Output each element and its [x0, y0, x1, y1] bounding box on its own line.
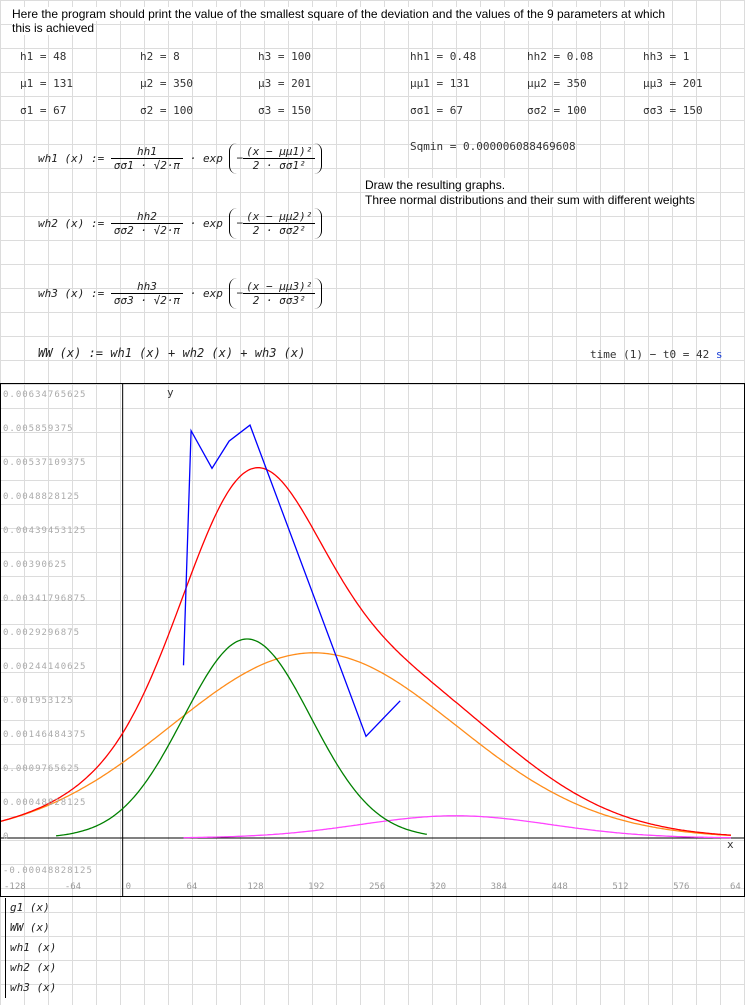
x-axis-label: x — [727, 838, 734, 851]
def-wh1-num: hh1 — [110, 145, 184, 159]
x-tick-label: 64 — [186, 882, 198, 892]
x-tick-label: 0 — [125, 882, 132, 892]
def-wh1[interactable]: wh1 (x) := hh1 σσ1 · √2·π · exp − (x − µµ1… — [38, 143, 323, 187]
y-tick-label: 0.0029296875 — [3, 628, 81, 638]
param-h3: h3 = 100 — [258, 50, 311, 63]
x-tick-label: 320 — [429, 882, 447, 892]
x-tick-label: 128 — [247, 882, 264, 892]
x-tick-label: 64 — [730, 882, 741, 892]
legend-item-wh2[interactable]: wh2 (x) — [10, 961, 57, 974]
def-wh1-exp: · exp — [189, 152, 223, 165]
y-axis-label: y — [167, 386, 174, 399]
param-sigsig3: σσ3 = 150 — [643, 104, 703, 117]
intro-line-2: this is achieved — [12, 21, 95, 35]
def-wh3-exp: · exp — [189, 287, 223, 300]
plot-canvas — [0, 384, 744, 896]
def-wh2-num: hh2 — [110, 210, 184, 224]
def-wh3-enum: (x − µµ3)² — [243, 280, 316, 294]
param-mu1: µ1 = 131 — [20, 77, 73, 90]
param-h2: h2 = 8 — [140, 50, 180, 63]
param-mumu1: µµ1 = 131 — [410, 77, 470, 90]
series-g1x-line — [182, 424, 401, 738]
plot-region[interactable]: 0.00634765625 0.005859375 0.00537109375 0.0… — [0, 383, 745, 897]
def-ww[interactable]: WW (x) := wh1 (x) + wh2 (x) + wh3 (x) — [38, 346, 306, 360]
def-wh3-den: σσ3 · √2·π — [113, 294, 181, 307]
series-wh3x-line — [0, 652, 732, 837]
x-tick-label: 256 — [369, 882, 386, 892]
def-wh3-lhs: wh3 (x) := — [38, 287, 105, 300]
def-wh3-num: hh3 — [110, 280, 184, 294]
legend-item-wh3[interactable]: wh3 (x) — [10, 981, 57, 994]
def-wh1-eden: 2 · σσ1² — [252, 159, 306, 172]
def-wh2-exp: · exp — [189, 217, 223, 230]
y-tick-label: 0.00048828125 — [3, 798, 87, 808]
legend-item-g1[interactable]: g1 (x) — [10, 901, 50, 914]
param-sigma3: σ3 = 150 — [258, 104, 311, 117]
note-line-2: Three normal distributions and their sum… — [365, 193, 695, 207]
note-line-1: Draw the resulting graphs. — [365, 178, 506, 192]
y-tick-label: 0.00634765625 — [3, 390, 87, 400]
legend-item-wh1[interactable]: wh1 (x) — [10, 941, 57, 954]
def-wh1-lhs: wh1 (x) := — [38, 152, 105, 165]
series-wh2x-line — [183, 815, 732, 839]
param-mu3: µ3 = 201 — [258, 77, 311, 90]
param-hh3: hh3 = 1 — [643, 50, 690, 63]
time-unit: s — [715, 348, 723, 361]
y-tick-label: 0.00341796875 — [3, 594, 87, 604]
series-wwx-line — [0, 467, 732, 836]
param-h1: h1 = 48 — [20, 50, 67, 63]
y-tick-label: 0.005859375 — [3, 424, 74, 434]
x-tick-label: -64 — [64, 882, 82, 892]
x-tick-label: 512 — [612, 882, 629, 892]
y-tick-label: 0 — [3, 832, 10, 842]
series-wh1x-line — [56, 638, 427, 837]
y-tick-label: 0.00439453125 — [3, 526, 87, 536]
param-mumu3: µµ3 = 201 — [643, 77, 703, 90]
def-wh2-eden: 2 · σσ2² — [252, 224, 306, 237]
x-tick-label: 576 — [673, 882, 690, 892]
def-wh1-den: σσ1 · √2·π — [113, 159, 181, 172]
y-tick-label: 0.0009765625 — [3, 764, 81, 774]
y-tick-label: 0.00390625 — [3, 560, 68, 570]
param-hh2: hh2 = 0.08 — [527, 50, 594, 63]
y-tick-label: 0.00146484375 — [3, 730, 87, 740]
intro-line-1: Here the program should print the value … — [12, 7, 666, 21]
def-wh2-den: σσ2 · √2·π — [113, 224, 181, 237]
param-mumu2: µµ2 = 350 — [527, 77, 587, 90]
param-sigma2: σ2 = 100 — [140, 104, 193, 117]
param-sigsig2: σσ2 = 100 — [527, 104, 587, 117]
def-wh3[interactable]: wh3 (x) := hh3 σσ3 · √2·π · exp − (x − µµ3… — [38, 278, 323, 322]
x-tick-label: 384 — [490, 882, 507, 892]
param-mu2: µ2 = 350 — [140, 77, 193, 90]
trace-legend[interactable]: g1 (x) WW (x) wh1 (x) wh2 (x) wh3 (x) — [5, 898, 56, 998]
def-wh3-eden: 2 · σσ3² — [252, 294, 306, 307]
def-wh1-enum: (x − µµ1)² — [243, 145, 316, 159]
param-sigsig1: σσ1 = 67 — [410, 104, 463, 117]
def-wh2[interactable]: wh2 (x) := hh2 σσ2 · √2·π · exp − (x − µµ2… — [38, 208, 323, 252]
x-tick-label: -128 — [4, 882, 26, 892]
y-tick-label: 0.001953125 — [3, 696, 74, 706]
legend-item-ww[interactable]: WW (x) — [10, 921, 50, 934]
time-readout: time (1) − t0 = 42 s — [590, 348, 722, 361]
def-wh2-enum: (x − µµ2)² — [243, 210, 316, 224]
x-tick-label: 448 — [551, 882, 568, 892]
sqmin-result: Sqmin = 0.000006088469608 — [410, 140, 576, 153]
y-tick-label: -0.00048828125 — [3, 866, 93, 876]
param-hh1: hh1 = 0.48 — [410, 50, 477, 63]
y-tick-label: 0.00537109375 — [3, 458, 87, 468]
x-tick-label: 192 — [308, 882, 325, 892]
y-tick-label: 0.0048828125 — [3, 492, 81, 502]
def-wh2-lhs: wh2 (x) := — [38, 217, 105, 230]
time-expr: time (1) − t0 = 42 — [590, 348, 710, 361]
y-tick-label: 0.00244140625 — [3, 662, 87, 672]
param-sigma1: σ1 = 67 — [20, 104, 67, 117]
